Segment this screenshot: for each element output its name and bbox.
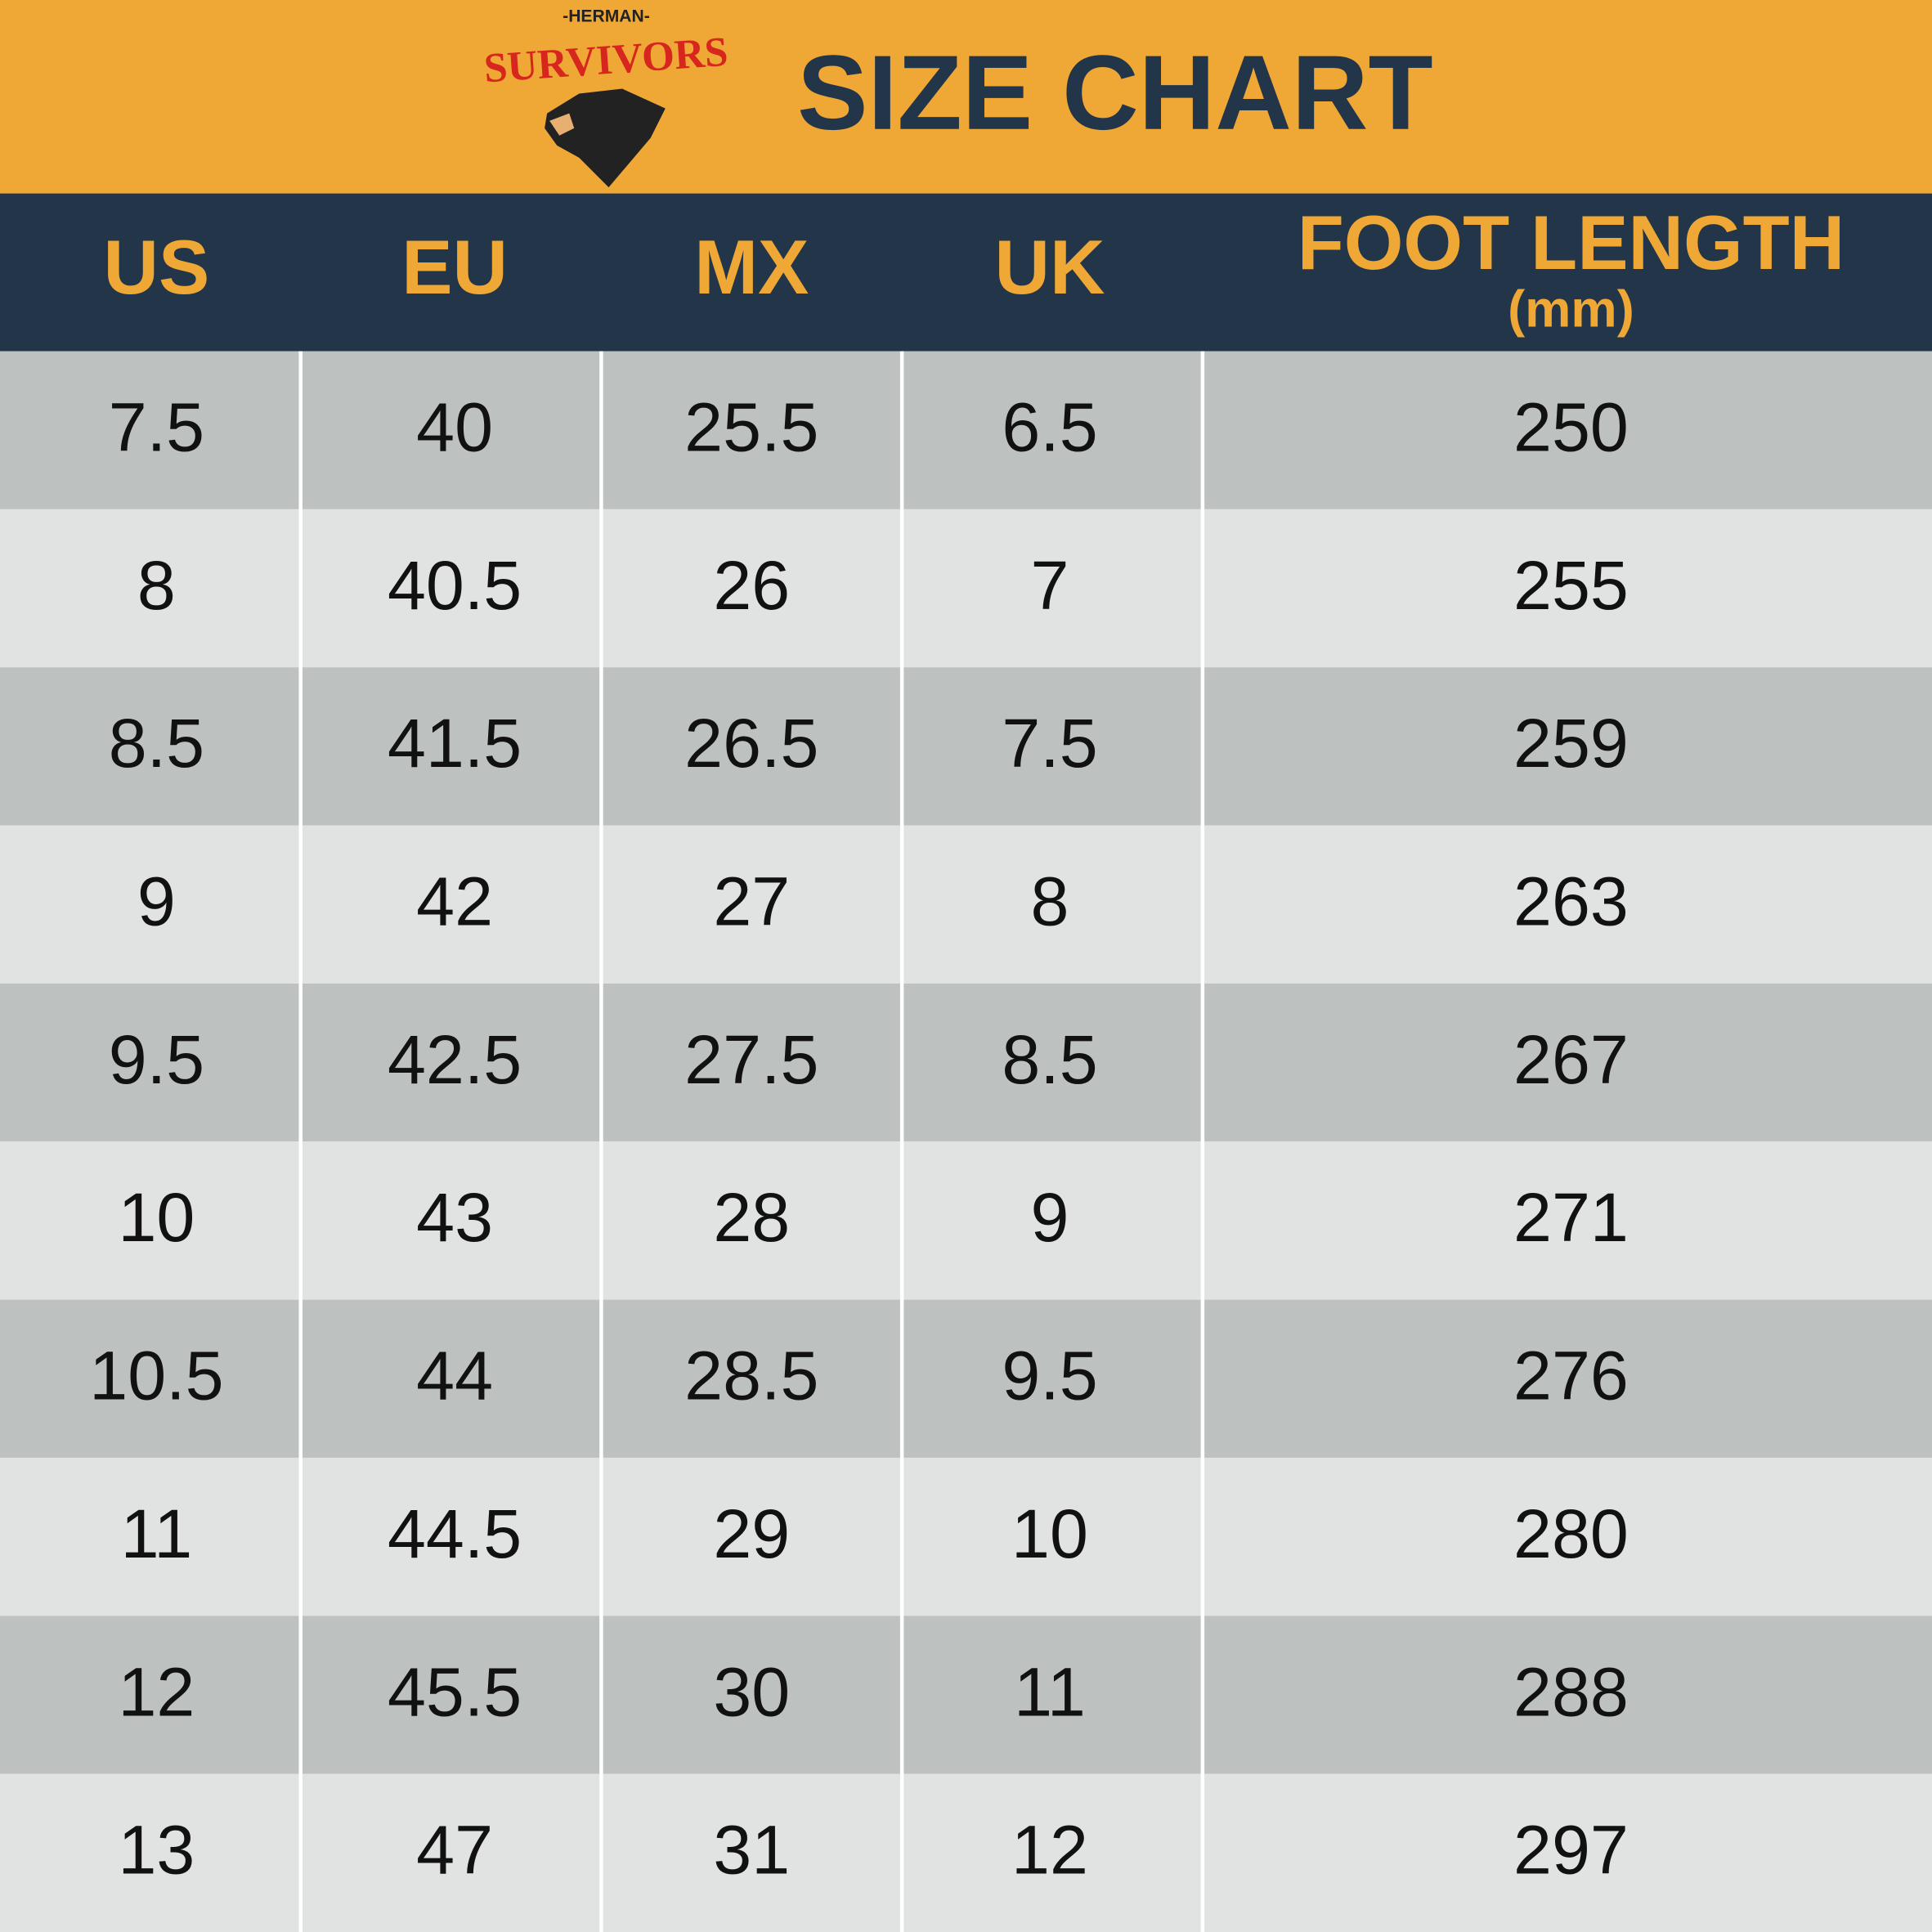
table-cell: 8 xyxy=(137,547,176,624)
bear-icon xyxy=(545,88,666,188)
table-cell: 29 xyxy=(713,1495,790,1572)
column-header: UK xyxy=(995,224,1105,310)
table-cell: 28 xyxy=(713,1179,790,1256)
table-cell: 9.5 xyxy=(109,1021,204,1098)
table-cell: 7 xyxy=(1031,547,1069,624)
table-cell: 8.5 xyxy=(1002,1021,1097,1098)
table-cell: 8 xyxy=(1031,863,1069,940)
table-cell: 44 xyxy=(416,1338,493,1414)
table-cell: 11 xyxy=(1014,1653,1086,1730)
column-header: US xyxy=(104,224,210,310)
table-cell: 9.5 xyxy=(1002,1338,1097,1414)
table-cell: 40.5 xyxy=(388,547,522,624)
table-cell: 27.5 xyxy=(684,1021,818,1098)
table-cell: 11 xyxy=(121,1495,193,1572)
table-cell: 27 xyxy=(713,863,790,940)
table-cell: 271 xyxy=(1513,1179,1629,1256)
table: US EU MX UK FOOT LENGTH(mm) 7.5 40 25.5 6.5 250 8 4… xyxy=(0,199,1932,1932)
table-cell: 7.5 xyxy=(1002,705,1097,782)
table-cell: 43 xyxy=(416,1179,493,1256)
table-cell: 28.5 xyxy=(684,1338,818,1414)
table-cell: 13 xyxy=(118,1812,195,1889)
table-cell: 280 xyxy=(1513,1495,1629,1572)
table-cell: 276 xyxy=(1513,1338,1629,1414)
table-row xyxy=(0,1457,1932,1616)
table-cell: 263 xyxy=(1513,863,1629,940)
table-cell: 6.5 xyxy=(1002,388,1097,465)
table-cell: 47 xyxy=(416,1812,493,1889)
table-cell: 9 xyxy=(137,863,176,940)
column-unit: (mm) xyxy=(1508,281,1634,338)
table-cell: 250 xyxy=(1513,388,1629,465)
table-row xyxy=(0,509,1932,668)
table-cell: 45.5 xyxy=(388,1653,522,1730)
table-cell: 255 xyxy=(1513,547,1629,624)
title-bar xyxy=(0,0,1932,194)
table-cell: 41.5 xyxy=(388,705,522,782)
table-cell: 25.5 xyxy=(684,388,818,465)
column-header: FOOT LENGTH xyxy=(1298,199,1845,285)
table-cell: 259 xyxy=(1513,705,1629,782)
table-row xyxy=(0,1616,1932,1774)
table-cell: 10.5 xyxy=(89,1338,223,1414)
table-cell: 42 xyxy=(416,863,493,940)
table-cell: 9 xyxy=(1031,1179,1069,1256)
table-row xyxy=(0,1773,1932,1932)
table-cell: 12 xyxy=(1011,1812,1088,1889)
table-cell: 12 xyxy=(118,1653,195,1730)
header-row xyxy=(0,193,1932,352)
table-cell: 42.5 xyxy=(388,1021,522,1098)
table-cell: 40 xyxy=(416,388,493,465)
page-title: SIZE CHART xyxy=(797,34,1433,152)
table-cell: 297 xyxy=(1513,1812,1629,1889)
table-row xyxy=(0,825,1932,984)
column-header: MX xyxy=(694,224,809,310)
table-cell: 10 xyxy=(118,1179,195,1256)
table-cell: 7.5 xyxy=(109,388,204,465)
table-cell: 31 xyxy=(713,1812,790,1889)
table-cell: 30 xyxy=(713,1653,790,1730)
table-cell: 26.5 xyxy=(684,705,818,782)
table-cell: 8.5 xyxy=(109,705,204,782)
table-row xyxy=(0,351,1932,509)
column-header: EU xyxy=(401,224,508,310)
bear-mouth xyxy=(549,113,575,136)
table-cell: 10 xyxy=(1011,1495,1088,1572)
table-cell: 288 xyxy=(1513,1653,1629,1730)
table-row xyxy=(0,1141,1932,1300)
brand-top: -HERMAN- xyxy=(563,7,650,26)
table-row xyxy=(0,983,1932,1142)
table-cell: 26 xyxy=(713,547,790,624)
table-cell: 44.5 xyxy=(388,1495,522,1572)
logo: -HERMAN- SURVIVORS xyxy=(482,7,729,188)
table-row xyxy=(0,1299,1932,1458)
table-row xyxy=(0,667,1932,826)
table-cell: 267 xyxy=(1513,1021,1629,1098)
